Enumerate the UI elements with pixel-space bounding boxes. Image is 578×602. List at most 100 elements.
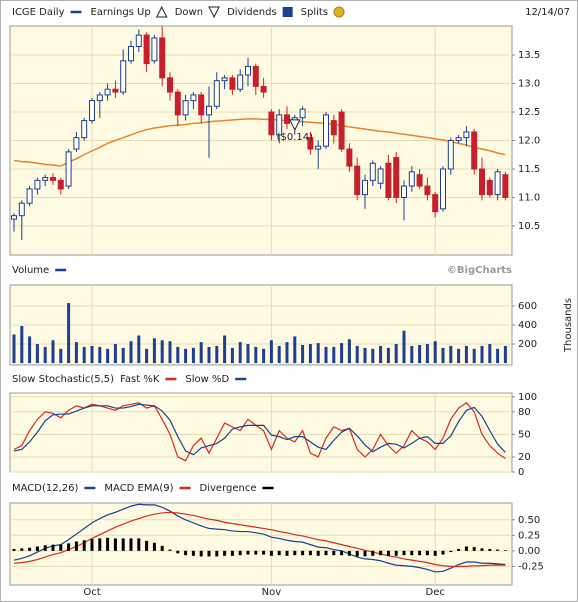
candle-body [151,37,158,62]
divergence-bar [363,550,367,557]
volume-bar [160,340,164,364]
divergence-bar [223,550,227,556]
legend-label: Down [175,7,203,18]
divergence-bar [269,550,273,556]
volume-bar [496,348,500,364]
divergence-bar [129,538,133,551]
divergence-bar [90,539,94,551]
candle-body [73,137,80,150]
divergence-bar [285,550,289,556]
divergence-bar [496,549,500,551]
candle-body [120,60,127,93]
divergence-bar [184,550,188,556]
divergence-bar [160,545,164,551]
volume-bar [441,347,445,364]
moving-average [13,118,506,167]
volume-bar [121,347,125,364]
panel-title: Slow Stochastic(5,5) [12,374,114,385]
candle-body [245,65,251,76]
divergence-bar [191,550,195,556]
divergence-bar [59,544,63,551]
candle-body [81,120,88,139]
candle-body [128,46,134,62]
y-tick-label: 11.0 [518,192,540,203]
divergence-bar [82,540,86,551]
candle-body [393,157,400,198]
y-tick-label: 20 [518,452,531,463]
divergence-bar [215,550,219,557]
candle-body [42,177,49,181]
y-tick-label: 0.50 [518,515,540,526]
divergence-bar [98,538,102,551]
earnings-down-icon [208,6,220,19]
candle-body [315,145,322,150]
divergence-bar [464,546,468,551]
candle-body [440,168,446,210]
candle-body [112,88,119,93]
divergence-bar [246,550,250,555]
annotation: ($0.14) [277,132,314,143]
candle-body [143,34,150,65]
y-tick-label: 12.0 [518,136,540,147]
divergence-bar [137,538,141,551]
volume-bar [464,345,468,364]
candle-body [213,80,220,107]
volume-bar [457,348,461,364]
y-tick-label: 0.00 [518,546,540,557]
volume-bar [449,345,453,364]
volume-bar [410,345,414,364]
candle-body [471,131,478,170]
volume-bar [230,347,234,364]
candle-body [447,140,454,170]
credit: ©BigCharts [447,265,512,276]
volume-bar [98,346,102,364]
y-tick-label: 400 [518,320,537,331]
divergence-bar [371,550,375,556]
candle-body [252,65,259,87]
candle-body [96,94,103,102]
series-name: ICGE Daily [12,7,65,18]
series-line [13,511,506,567]
volume-bar [433,341,437,364]
divergence-bar [238,550,242,556]
dividend-icon [282,7,293,17]
candle-body [354,165,361,196]
divergence-bar [386,550,390,556]
candle-body [463,131,470,139]
legend-label: Divergence [200,483,257,494]
divergence-bar [113,538,117,551]
divergence-bar [28,547,32,551]
volume-bar [301,345,305,364]
divergence-bar [35,546,39,551]
candle-body [455,137,462,142]
volume-bar [472,348,476,364]
volume-bar [168,341,172,364]
divergence-bar [402,550,406,556]
divergence-bar [43,545,47,551]
candle-body [237,74,244,90]
volume-bar [51,340,55,364]
volume-bar [238,342,242,364]
legend-label: Splits [301,7,328,18]
volume-bar [488,344,492,364]
legend-label: Earnings Up [90,7,150,18]
divergence-bar [20,548,24,551]
panel [9,392,513,473]
divergence-bar [277,550,281,556]
candle-body [57,179,64,190]
volume-bar [43,346,47,364]
legend-label: MACD(12,26) [12,483,79,494]
volume-bar [332,346,336,364]
divergence-bar [418,550,422,556]
candle-body [221,77,228,82]
volume-bar [355,345,359,364]
divergence-bar [332,550,336,556]
earnings-marker [288,119,301,131]
volume-bar [199,342,203,364]
volume-bar [176,346,180,364]
divergence-bar [293,550,297,556]
candle-body [18,202,25,217]
volume-bar [324,346,328,364]
x-tick-label: Dec [426,587,445,598]
